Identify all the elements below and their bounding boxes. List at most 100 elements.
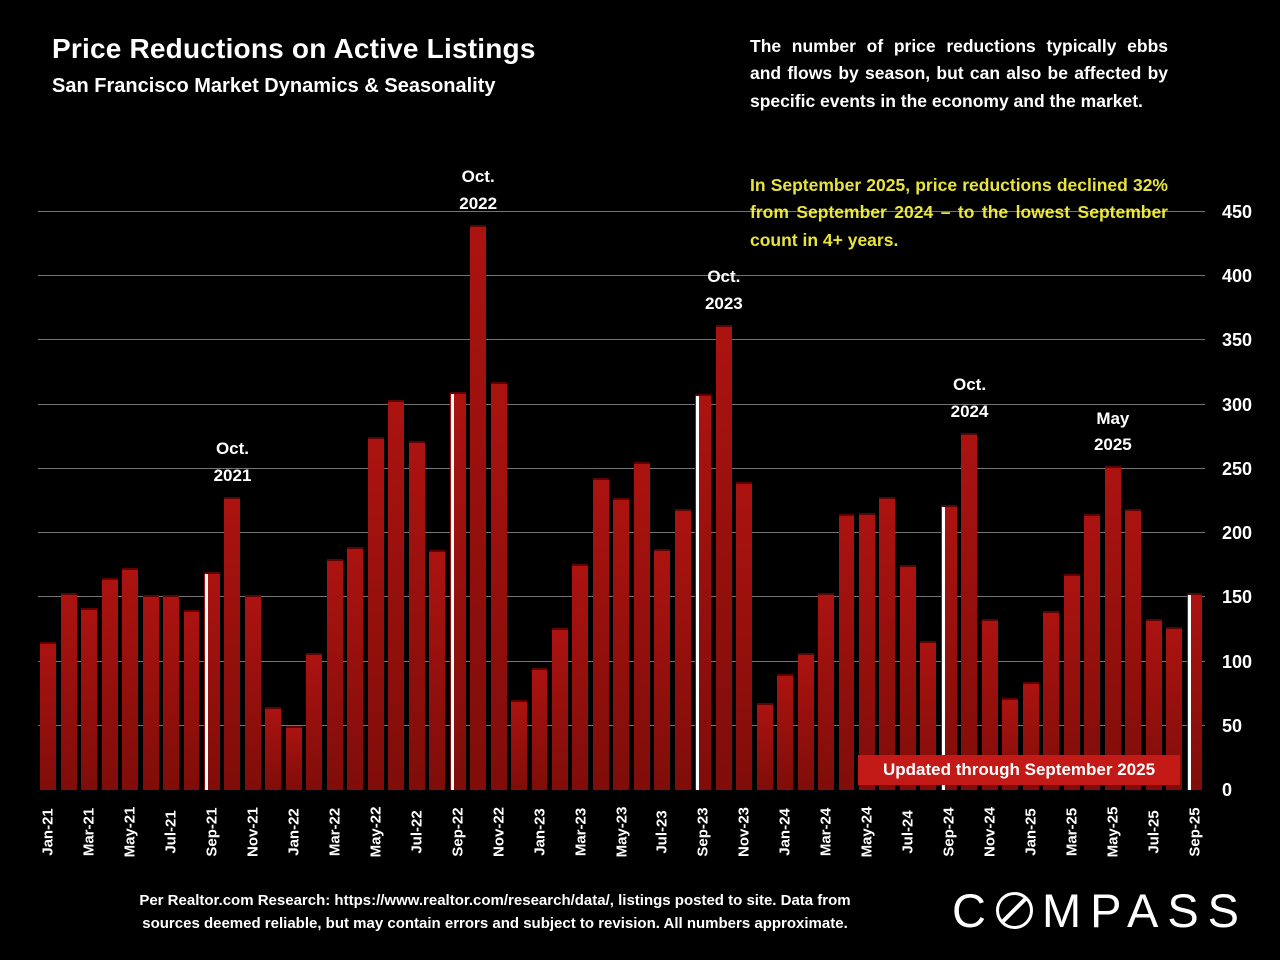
x-tick-Mar-24: Mar-24: [817, 807, 835, 857]
bar-Oct-24: [961, 432, 978, 790]
compass-logo-suffix: MPASS: [1041, 883, 1249, 937]
bar-Oct-21: [224, 497, 241, 790]
x-tick-Jul-24: Jul-24: [899, 810, 917, 854]
bar-slot-Dec-23: [754, 149, 774, 790]
bar-slot-Mar-21: [79, 149, 99, 790]
compass-logo-prefix: C: [952, 883, 995, 937]
bar-Nov-22: [490, 381, 507, 790]
bar-May-23: [613, 498, 630, 790]
x-tick-Jul-23: Jul-23: [653, 810, 671, 854]
bar-slot-May-21: [120, 149, 140, 790]
x-tick-Mar-21: Mar-21: [80, 807, 98, 857]
bar-slot-Aug-21: [181, 149, 201, 790]
bar-slot-Apr-21: [99, 149, 119, 790]
y-tick-50: 50: [1222, 715, 1243, 736]
x-tick-Jan-24: Jan-24: [776, 808, 794, 856]
bar-Jul-25: [1145, 619, 1162, 790]
bar-slot-Sep-21: [202, 149, 222, 791]
bar-Apr-22: [347, 547, 364, 790]
bar-Feb-21: [60, 593, 77, 790]
x-tick-Nov-23: Nov-23: [735, 806, 753, 858]
bar-slot-Aug-24: [918, 149, 938, 790]
bar-Jun-25: [1125, 508, 1142, 790]
bar-Apr-24: [838, 513, 855, 790]
x-tick-May-21: May-21: [121, 806, 139, 858]
compass-logo: C MPASS: [952, 883, 1249, 937]
bar-Apr-25: [1084, 513, 1101, 790]
bar-Aug-21: [183, 610, 200, 790]
x-tick-Nov-21: Nov-21: [244, 806, 262, 858]
bar-Jun-23: [633, 462, 650, 790]
bar-Jun-24: [879, 497, 896, 790]
bar-slot-Oct-21: [222, 149, 242, 790]
bar-Jul-21: [163, 594, 180, 790]
bar-slot-Jan-24: [775, 149, 795, 790]
source-footer: Per Realtor.com Research: https://www.re…: [60, 890, 930, 935]
bar-Jun-21: [142, 594, 159, 790]
bar-Dec-21: [265, 706, 282, 790]
x-tick-Jan-22: Jan-22: [285, 808, 303, 856]
bar-slot-Jan-25: [1021, 149, 1041, 790]
bar-Mar-25: [1063, 574, 1080, 790]
bar-slot-Dec-22: [509, 149, 529, 790]
bar-Sep-23: [695, 394, 712, 790]
bar-Apr-23: [592, 477, 609, 790]
bar-slot-Feb-23: [550, 149, 570, 790]
bar-slot-Aug-23: [673, 149, 693, 790]
bar-slot-Apr-25: [1082, 149, 1102, 790]
bar-slot-Oct-22: [468, 149, 488, 790]
y-tick-0: 0: [1222, 780, 1233, 800]
bar-Mar-22: [326, 558, 343, 790]
bar-Feb-22: [306, 652, 323, 790]
source-footer-line2: sources deemed reliable, but may contain…: [142, 914, 848, 932]
bar-slot-Nov-23: [734, 149, 754, 790]
bar-May-22: [367, 436, 384, 790]
bar-slot-Feb-24: [795, 149, 815, 790]
gridline-350: [38, 339, 1205, 341]
bar-Jul-22: [408, 440, 425, 790]
x-tick-Jan-23: Jan-23: [531, 808, 549, 856]
x-tick-Mar-23: Mar-23: [572, 807, 590, 857]
bar-slot-May-23: [611, 149, 631, 790]
bar-Mar-23: [572, 563, 589, 790]
x-tick-Jul-21: Jul-21: [162, 810, 180, 854]
bar-Jan-22: [285, 725, 302, 790]
bar-slot-Dec-21: [263, 149, 283, 790]
bar-slot-Nov-21: [243, 149, 263, 790]
bar-Sep-22: [449, 391, 466, 791]
x-tick-May-23: May-23: [613, 806, 630, 858]
bar-slot-Jun-21: [140, 149, 160, 790]
y-axis: 0 50 100 150 200 250 300 350 400 450: [1222, 149, 1278, 800]
commentary-text: The number of price reductions typically…: [750, 36, 1168, 111]
bar-Nov-24: [981, 619, 998, 790]
bar-slot-Jul-22: [406, 149, 426, 790]
x-tick-Nov-24: Nov-24: [981, 806, 999, 858]
bars: [38, 149, 1205, 791]
bar-slot-Jan-21: [38, 149, 58, 790]
bar-Feb-24: [797, 652, 814, 790]
plot-area: Oct. 2021 Oct. 2022 Oct. 2023 Oct. 2024 May 2025: [38, 149, 1205, 791]
bar-slot-Jul-23: [652, 149, 672, 790]
bar-slot-Oct-24: [959, 149, 979, 790]
x-tick-May-22: May-22: [367, 806, 385, 858]
source-footer-line1: Per Realtor.com Research: https://www.re…: [139, 892, 851, 909]
x-tick-Jul-22: Jul-22: [408, 810, 426, 854]
bar-May-24: [859, 512, 875, 790]
bar-Jan-21: [40, 642, 57, 790]
bar-slot-Sep-25: [1184, 149, 1204, 790]
bar-slot-Mar-24: [816, 149, 836, 790]
y-tick-200: 200: [1222, 523, 1253, 544]
bar-slot-May-25: [1102, 149, 1122, 790]
x-tick-Jan-21: Jan-21: [39, 808, 57, 856]
bar-slot-Sep-24: [939, 149, 959, 791]
x-tick-Nov-22: Nov-22: [490, 806, 508, 858]
x-tick-May-25: May-25: [1104, 806, 1122, 858]
bar-May-21: [122, 567, 139, 790]
y-tick-100: 100: [1222, 651, 1253, 672]
x-tick-May-24: May-24: [858, 806, 876, 858]
gridline-400: [38, 275, 1205, 277]
x-tick-Sep-25: Sep-25: [1186, 807, 1204, 857]
updated-banner: Updated through September 2025: [858, 755, 1180, 785]
bar-slot-Apr-24: [836, 149, 856, 790]
